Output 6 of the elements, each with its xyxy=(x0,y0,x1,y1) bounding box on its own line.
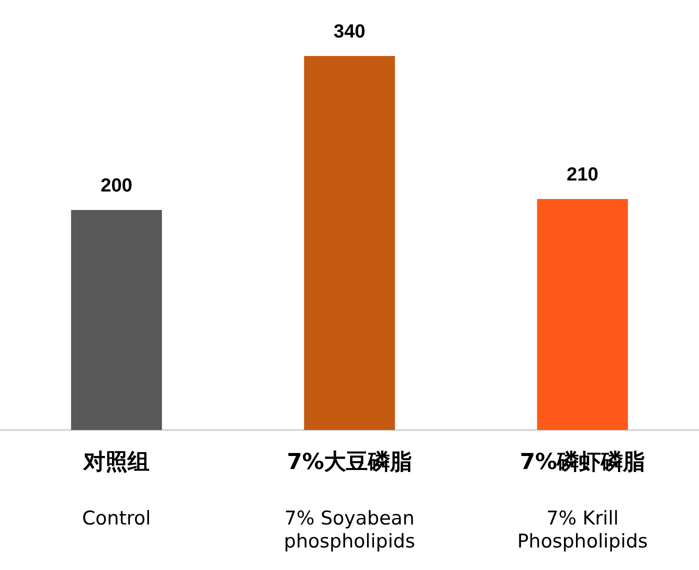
data-label: 210 xyxy=(566,164,598,186)
data-label: 340 xyxy=(334,22,366,43)
data-label: 200 xyxy=(100,176,132,197)
category-label: 对照组 Control xyxy=(82,450,151,530)
category-label: 7%磷虾磷脂 7% Krill Phospholipids xyxy=(517,450,648,553)
category-label: 7%大豆磷脂 7% Soyabean phospholipids xyxy=(284,450,416,553)
